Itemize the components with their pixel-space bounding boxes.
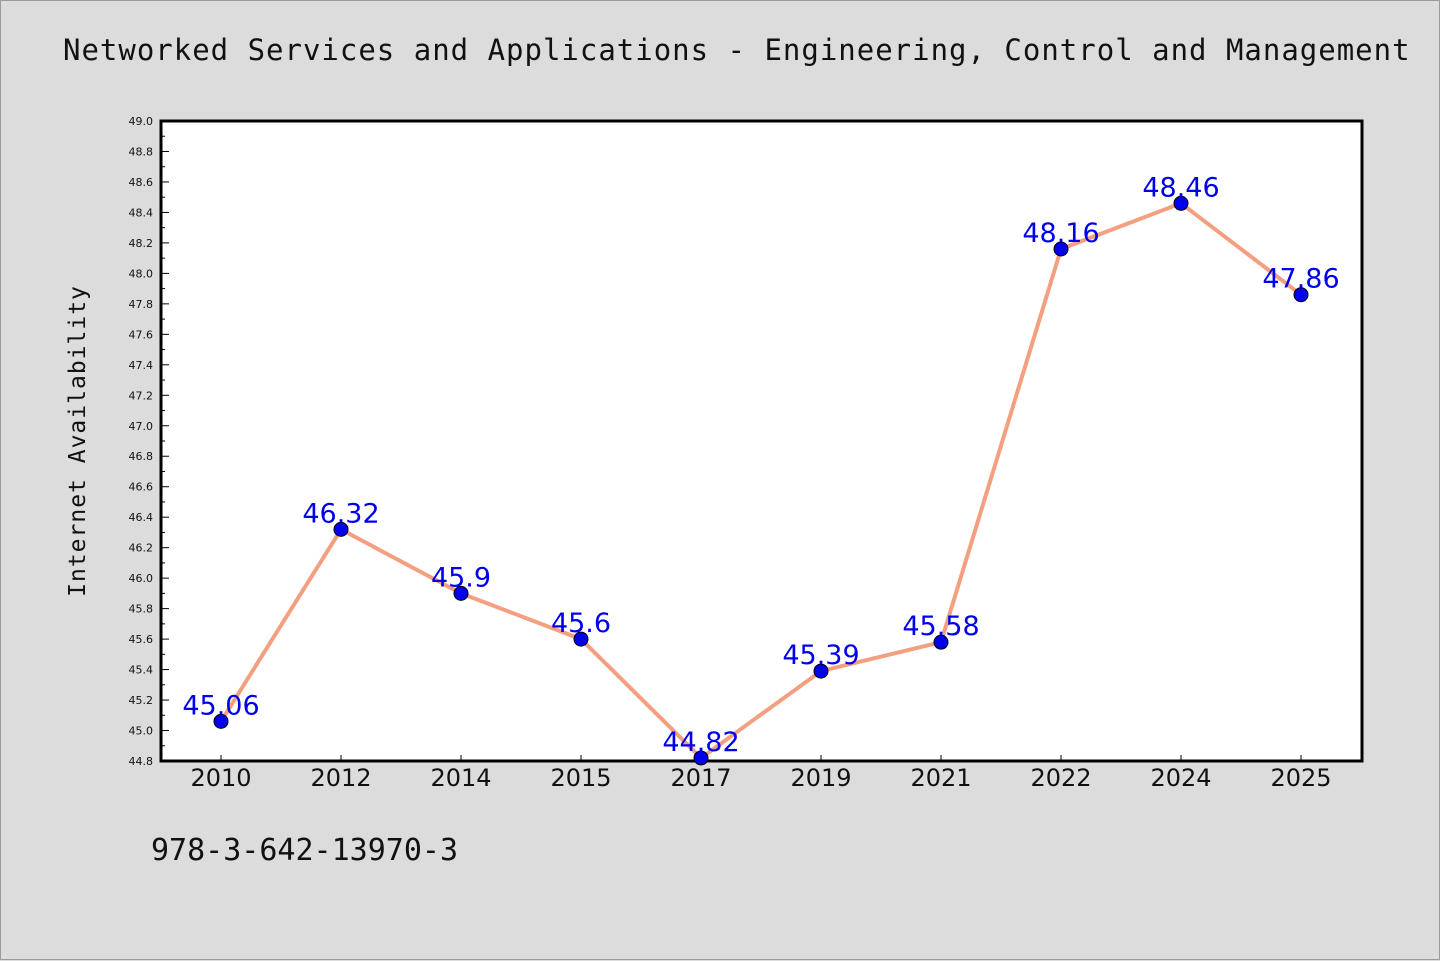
data-label: 45.9 <box>431 562 491 593</box>
x-tick-label: 2021 <box>910 764 971 792</box>
y-tick-label: 45.2 <box>129 694 154 707</box>
data-label: 45.58 <box>902 611 979 642</box>
data-point <box>333 521 349 537</box>
data-point <box>1293 287 1309 303</box>
y-tick-label: 44.8 <box>129 755 154 768</box>
y-tick-label: 47.8 <box>129 298 154 311</box>
y-tick-label: 46.2 <box>129 542 154 555</box>
chart-title: Networked Services and Applications - En… <box>63 33 1411 67</box>
data-label: 44.82 <box>662 727 739 758</box>
data-label: 45.06 <box>182 690 259 721</box>
y-tick-label: 47.0 <box>129 420 154 433</box>
data-label: 46.32 <box>302 498 379 529</box>
x-tick-label: 2010 <box>190 764 251 792</box>
y-tick-label: 45.6 <box>129 633 154 646</box>
data-point <box>933 634 949 650</box>
x-tick-label: 2014 <box>430 764 491 792</box>
y-tick-label: 47.6 <box>129 328 154 341</box>
data-point <box>813 663 829 679</box>
data-label: 48.16 <box>1022 218 1099 249</box>
y-tick-label: 45.0 <box>129 725 154 738</box>
y-tick-label: 49.0 <box>129 115 154 128</box>
y-tick-label: 48.4 <box>129 206 154 219</box>
y-tick-label: 46.0 <box>129 572 154 585</box>
x-tick-label: 2017 <box>670 764 731 792</box>
data-point <box>1173 195 1189 211</box>
x-tick-label: 2024 <box>1150 764 1211 792</box>
y-tick-label: 46.8 <box>129 450 154 463</box>
x-tick-label: 2019 <box>790 764 851 792</box>
y-tick-label: 48.0 <box>129 267 154 280</box>
plot-area <box>159 119 1364 763</box>
data-label: 48.46 <box>1142 172 1219 203</box>
x-tick-label: 2012 <box>310 764 371 792</box>
data-label: 45.39 <box>782 640 859 671</box>
y-tick-label: 45.8 <box>129 603 154 616</box>
data-point <box>1053 241 1069 257</box>
data-point <box>213 713 229 729</box>
x-tick-label: 2022 <box>1030 764 1091 792</box>
y-tick-label: 48.8 <box>129 145 154 158</box>
data-point <box>453 585 469 601</box>
y-tick-label: 46.6 <box>129 481 154 494</box>
y-tick-label: 45.4 <box>129 664 154 677</box>
y-tick-label: 47.4 <box>129 359 154 372</box>
data-label: 45.6 <box>551 608 611 639</box>
series-line <box>219 201 1303 760</box>
data-point <box>573 631 589 647</box>
y-tick-label: 46.4 <box>129 511 154 524</box>
data-point <box>693 750 709 766</box>
y-tick-label: 48.6 <box>129 176 154 189</box>
x-tick-label: 2015 <box>550 764 611 792</box>
x-tick-label: 2025 <box>1270 764 1331 792</box>
y-tick-label: 48.2 <box>129 237 154 250</box>
y-axis-label: Internet Availability <box>65 285 91 597</box>
y-tick-label: 47.2 <box>129 389 154 402</box>
isbn-footer: 978-3-642-13970-3 <box>151 833 459 868</box>
data-label: 47.86 <box>1262 264 1339 295</box>
